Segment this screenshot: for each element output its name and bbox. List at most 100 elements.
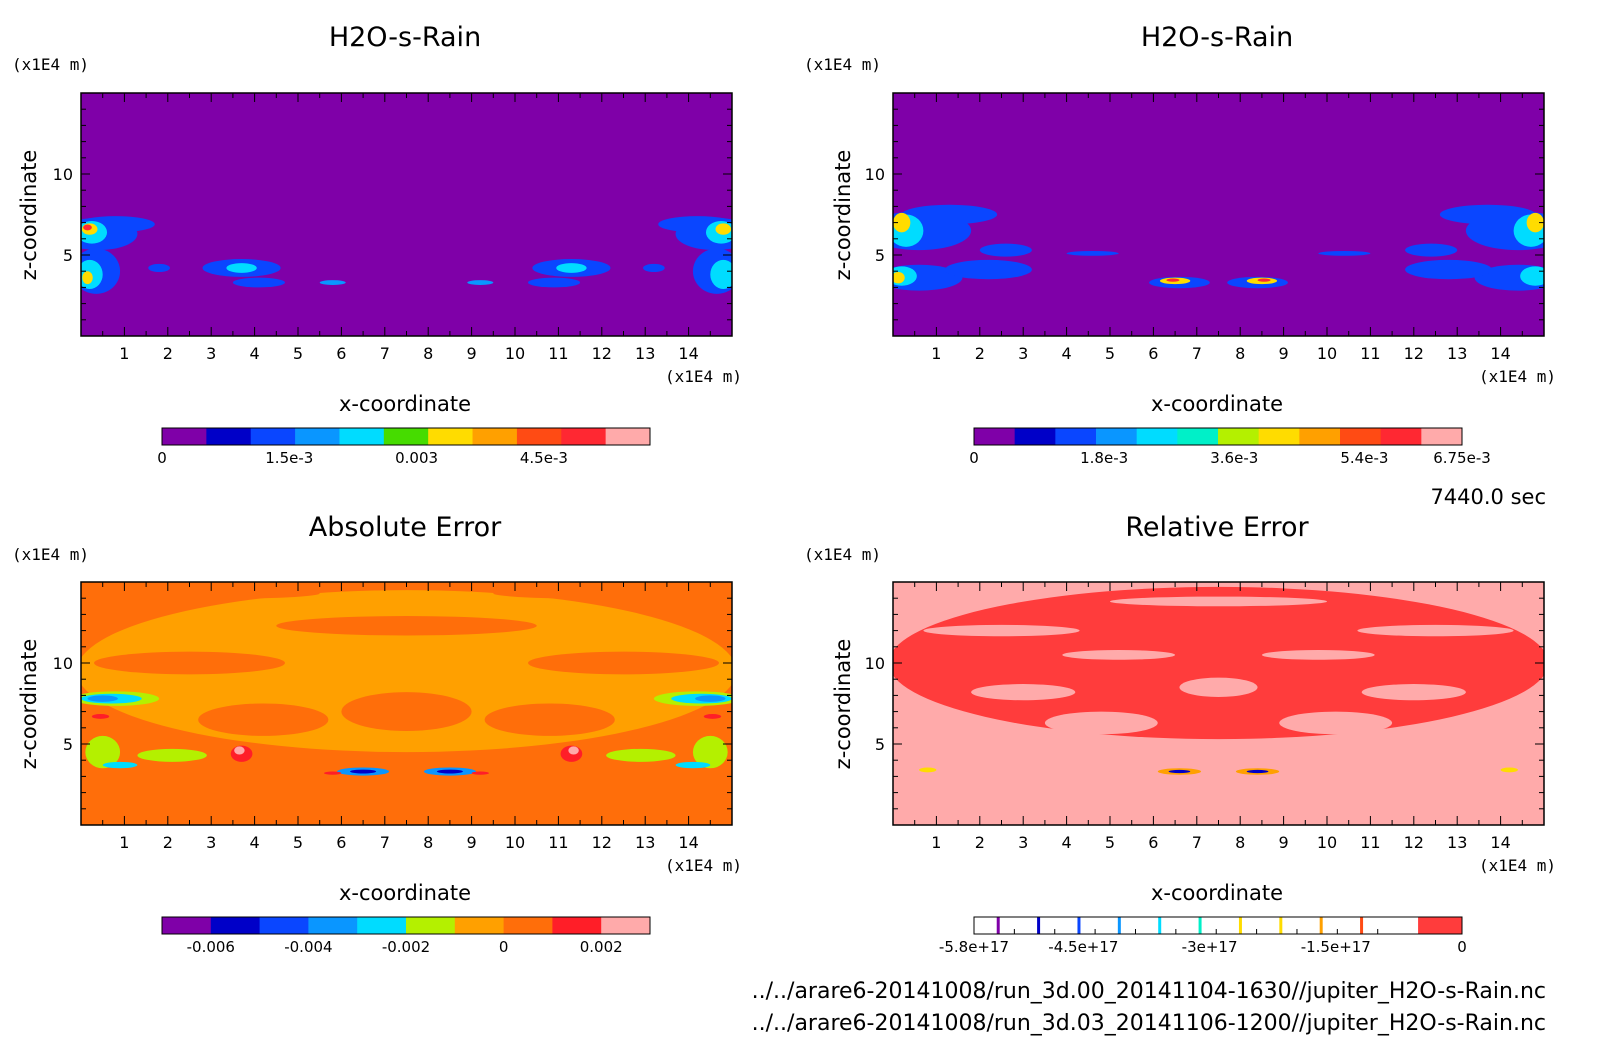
field-contour [1405,243,1458,257]
field-contour [979,243,1032,257]
colorbar-tick-label: 6.75e-3 [1433,449,1491,467]
colorbar: -5.8e+17 -4.5e+17 -3e+17 -1.5e+17 0 [939,916,1467,956]
x-tick-label: 7 [1192,344,1202,363]
x-tick-label: 10 [505,344,525,363]
colorbar-tick-label: 1.5e-3 [265,449,313,467]
x-tick-label: 13 [1447,344,1467,363]
x-tick-label: 4 [250,833,260,852]
y-axis-unit: (x1E4 m) [804,55,881,74]
colorbar-segment [162,428,207,445]
x-tick-label: 11 [1360,344,1380,363]
x-tick-label: 1 [931,344,941,363]
field-contour [715,223,732,235]
field-contour [1520,266,1544,286]
field-contour [568,746,579,755]
x-tick-label: 8 [1235,833,1245,852]
field-contour [1439,204,1536,225]
field-contour [1179,677,1258,698]
field-contour [1526,212,1544,233]
field-contour [1361,684,1466,701]
x-tick-label: 10 [505,833,525,852]
x-tick-label: 14 [1490,344,1510,363]
colorbar-frame [161,916,651,935]
colorbar: 0 1.8e-3 3.6e-3 5.4e-3 6.75e-3 [969,427,1491,467]
y-tick-label: 5 [63,246,73,265]
field-contour [276,616,537,636]
panel-title: Relative Error [1125,512,1309,543]
field-contour [1110,596,1327,607]
colorbar-tick-label: 0 [1457,938,1467,956]
x-tick-label: 5 [1105,833,1115,852]
x-tick-label: 12 [592,344,612,363]
colorbar-segment [503,917,553,934]
field-contour [148,263,170,273]
y-axis-unit: (x1E4 m) [12,55,89,74]
colorbar-segment [601,917,651,934]
y-tick-label: 10 [53,654,73,673]
colorbar-segment [552,917,602,934]
colorbar-tick-label: 1.8e-3 [1080,449,1128,467]
y-axis-label: z-coordinate [17,150,41,281]
colorbar-segment [383,428,429,445]
colorbar-tick-label: 0 [157,449,167,467]
field-contour [606,748,676,762]
colorbar-tick-label: -5.8e+17 [939,938,1009,956]
field-contour [198,703,329,736]
colorbar-segment [1055,428,1097,445]
field-contour [1168,769,1191,774]
colorbar-tick-label: 0.002 [580,938,623,956]
field-contour [484,703,615,736]
x-tick-label: 3 [206,833,216,852]
colorbar-tick-label: -0.006 [187,938,235,956]
colorbar-frame [973,916,1463,935]
x-tick-label: 6 [1148,344,1158,363]
field-contour [1279,711,1393,735]
x-tick-label: 3 [1018,833,1028,852]
field-contour [893,272,905,284]
field-contour [919,767,937,773]
field-contour [234,746,245,755]
field-contour [319,280,346,285]
x-axis-unit: (x1E4 m) [1479,367,1556,386]
x-tick-label: 8 [1235,344,1245,363]
panel-title: H2O-s-Rain [1141,22,1293,53]
x-tick-label: 10 [1317,344,1337,363]
x-tick-label: 14 [678,344,698,363]
colorbar-segment [1014,428,1056,445]
x-tick-label: 9 [467,833,477,852]
x-tick-label: 5 [293,344,303,363]
panel-absolute-error: Absolute Error (x1E4 m) (x1E4 m) x-coord… [12,512,742,956]
file-path-2: ../../arare6-20141008/run_3d.03_20141106… [752,1011,1546,1036]
field-contour [901,204,998,225]
field-contour [1166,278,1180,282]
y-axis-label: z-coordinate [17,639,41,770]
colorbar-segment [308,917,358,934]
x-tick-label: 3 [1018,344,1028,363]
colorbar: -0.006 -0.004 -0.002 0 0.002 [161,916,651,956]
field-contour [137,748,207,762]
x-tick-label: 1 [931,833,941,852]
colorbar-tick-label: 0 [969,449,979,467]
x-tick-label: 4 [1062,833,1072,852]
file-path-1: ../../arare6-20141008/run_3d.00_20141104… [752,979,1546,1004]
field-contour [226,263,257,273]
field-contour [893,586,1544,740]
field-background [893,93,1544,336]
x-tick-label: 8 [423,344,433,363]
colorbar-segment [259,917,309,934]
x-tick-label: 4 [250,344,260,363]
x-axis-label: x-coordinate [1151,392,1283,416]
colorbar-segment [1421,428,1463,445]
colorbar-tick-label: -0.002 [382,938,430,956]
x-axis-label: x-coordinate [1151,881,1283,905]
field-contour [945,259,1032,280]
colorbar-segment [974,428,1016,445]
x-tick-label: 8 [423,833,433,852]
colorbar-segment [1218,428,1260,445]
field-contours [81,216,732,294]
field-contour [643,263,665,273]
x-tick-label: 2 [163,833,173,852]
field-contour [1261,650,1375,660]
colorbar-segment [295,428,340,445]
field-contour [1500,767,1518,773]
